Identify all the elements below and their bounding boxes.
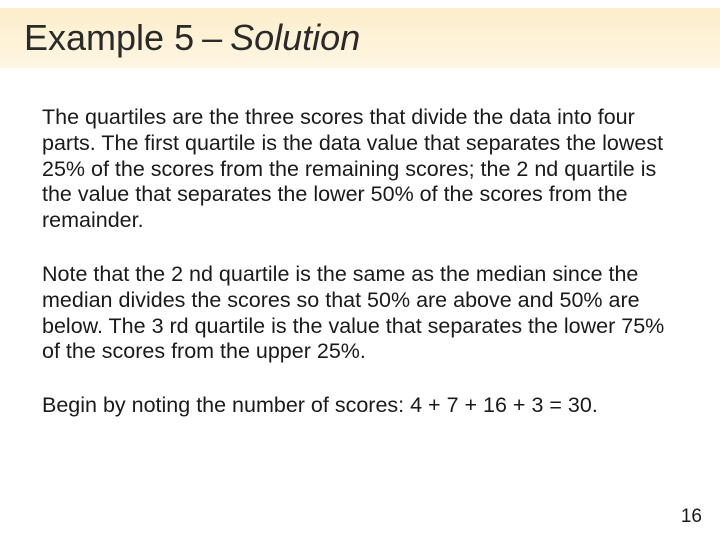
title-dash: –: [194, 17, 230, 59]
title-bar: Example 5 – Solution: [0, 8, 720, 68]
paragraph-3: Begin by noting the number of scores: 4 …: [42, 393, 678, 419]
paragraph-1: The quartiles are the three scores that …: [42, 105, 678, 234]
content-body: The quartiles are the three scores that …: [42, 105, 678, 447]
page-number: 16: [681, 506, 702, 528]
paragraph-2: Note that the 2 nd quartile is the same …: [42, 262, 678, 365]
example-label: Example 5: [24, 17, 194, 59]
solution-label: Solution: [230, 17, 360, 59]
